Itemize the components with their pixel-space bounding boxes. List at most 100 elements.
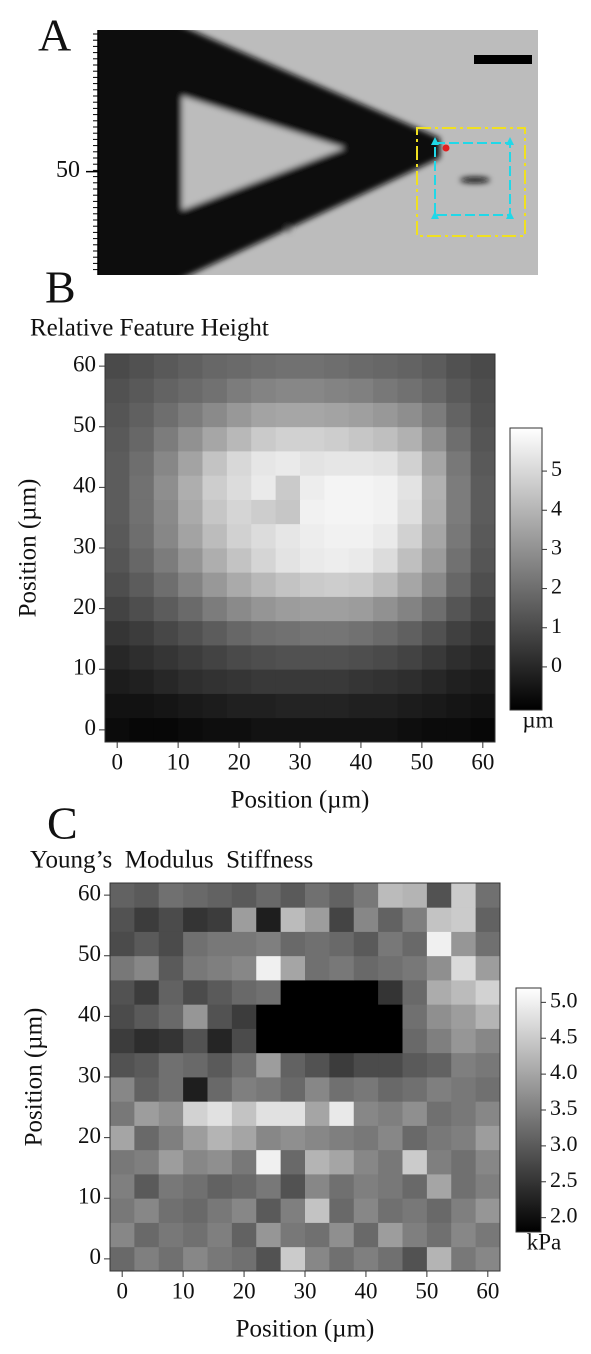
heatmap-cell <box>397 354 423 379</box>
heatmap-cell <box>256 1222 282 1248</box>
heatmap-cell <box>446 378 472 403</box>
colorbar-tick-label: 4.0 <box>550 1059 578 1084</box>
heatmap-cell <box>421 645 447 670</box>
heatmap-cell <box>110 1198 135 1223</box>
heatmap-cell <box>451 955 477 981</box>
heatmap-cell <box>129 451 155 476</box>
y-tick-label: 10 <box>78 1184 101 1209</box>
heatmap-cell <box>329 1101 355 1126</box>
y-axis-label: Position (µm) <box>21 1008 48 1147</box>
heatmap-cell <box>421 499 447 525</box>
heatmap-cell <box>402 1052 428 1078</box>
colorbar-tick-label: 4.5 <box>550 1023 578 1048</box>
heatmap-cell <box>426 883 452 908</box>
heatmap-cell <box>110 1174 135 1199</box>
heatmap-cell <box>134 931 160 957</box>
heatmap-cell <box>251 499 277 525</box>
heatmap-cell <box>397 475 423 500</box>
heatmap-cell <box>178 475 203 500</box>
heatmap-cell <box>226 426 252 452</box>
heatmap-cell <box>153 354 179 379</box>
heatmap-cell <box>280 1101 306 1126</box>
colorbar-unit: µm <box>522 707 553 732</box>
heatmap-cell <box>105 548 130 573</box>
heatmap-cell <box>305 1101 330 1126</box>
heatmap-cell <box>353 1101 379 1126</box>
heatmap-cell <box>446 645 472 670</box>
heatmap-cell <box>256 1052 282 1078</box>
heatmap-cell <box>353 1077 379 1102</box>
heatmap-cell <box>105 451 130 476</box>
heatmap-cell <box>397 669 423 694</box>
heatmap-cell <box>305 1028 330 1054</box>
heatmap-cell <box>305 907 330 932</box>
heatmap-cell <box>275 620 301 646</box>
y-tick-label: 40 <box>78 1002 101 1027</box>
heatmap-cell <box>231 1052 257 1078</box>
heatmap-cell <box>134 955 160 981</box>
heatmap-cell <box>475 1198 501 1223</box>
heatmap-cell <box>324 572 350 597</box>
heatmap-cell <box>178 693 203 719</box>
heatmap-cell <box>178 426 203 452</box>
heatmap-cell <box>378 955 403 981</box>
heatmap-cell <box>305 1052 330 1078</box>
heatmap-cell <box>280 1198 306 1223</box>
heatmap-cell <box>348 620 374 646</box>
y-tick-label: 50 <box>56 157 80 183</box>
x-tick-label: 60 <box>476 1278 499 1303</box>
heatmap-cell <box>134 1246 160 1272</box>
heatmap-cell <box>348 645 374 670</box>
heatmap-cell <box>256 1149 282 1175</box>
heatmap-cell <box>202 693 228 719</box>
heatmap-cell <box>207 1149 233 1175</box>
heatmap-cell <box>178 548 203 573</box>
heatmap-cell <box>373 645 398 670</box>
heatmap-cell <box>275 717 301 743</box>
heatmap-cell <box>451 907 477 932</box>
heatmap-cell <box>226 717 252 743</box>
heatmap-cell <box>426 1052 452 1078</box>
heatmap-cell <box>256 1077 282 1102</box>
heatmap-cell <box>183 1149 208 1175</box>
heatmap-cell <box>134 1028 160 1054</box>
heatmap-cell <box>105 620 130 646</box>
heatmap-cell <box>105 693 130 719</box>
heatmap-cell <box>110 883 135 908</box>
heatmap-cell <box>324 523 350 549</box>
heatmap-cell <box>373 548 398 573</box>
heatmap-cell <box>110 907 135 932</box>
heatmap-cell <box>353 1004 379 1029</box>
heatmap-cell <box>300 669 325 694</box>
y-tick-label: 0 <box>90 1244 102 1269</box>
heatmap-cell <box>134 1052 160 1078</box>
heatmap-cell <box>446 402 472 428</box>
heatmap-cell <box>251 523 277 549</box>
heatmap-cell <box>183 1246 208 1272</box>
heatmap-cell <box>470 354 496 379</box>
heatmap-cell <box>451 1004 477 1029</box>
heatmap-cell <box>183 1198 208 1223</box>
heatmap-cell <box>178 669 203 694</box>
heatmap-cell <box>256 1028 282 1054</box>
heatmap-cell <box>105 426 130 452</box>
heatmap-cell <box>202 669 228 694</box>
heatmap-cell <box>402 1222 428 1248</box>
heatmap-cell <box>348 426 374 452</box>
colorbar-tick-label: 1 <box>551 613 562 638</box>
heatmap-cell <box>353 1174 379 1199</box>
heatmap-cell <box>226 620 252 646</box>
heatmap-cell <box>202 645 228 670</box>
heatmap-cell <box>470 548 496 573</box>
heatmap-cell <box>226 645 252 670</box>
heatmap-cell <box>475 1125 501 1151</box>
heatmap-cell <box>202 426 228 452</box>
heatmap-cell <box>207 1004 233 1029</box>
heatmap-cell <box>129 475 155 500</box>
heatmap-cell <box>421 402 447 428</box>
heatmap-cell <box>475 931 501 957</box>
heatmap-cell <box>129 669 155 694</box>
heatmap-cell <box>251 669 277 694</box>
heatmap-cell <box>373 451 398 476</box>
heatmap-cell <box>475 1222 501 1248</box>
